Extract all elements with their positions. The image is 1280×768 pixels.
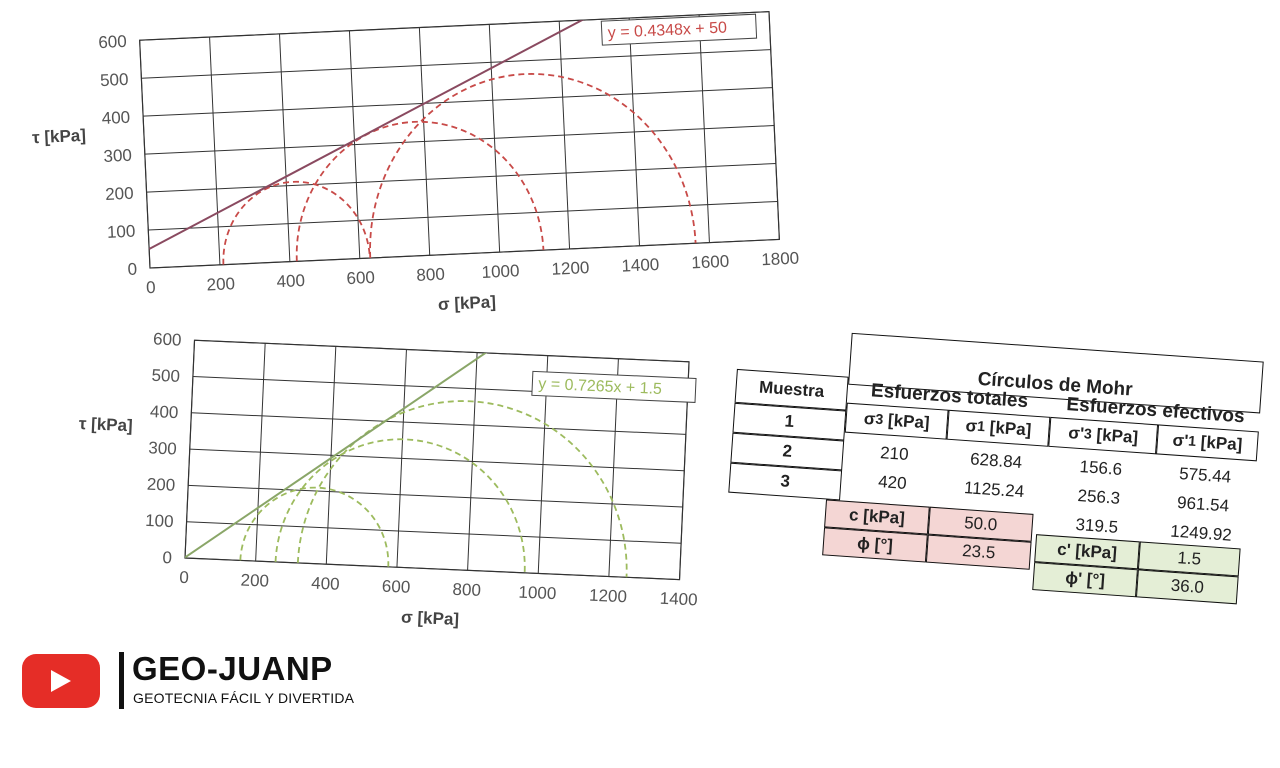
- x-axis-label: σ [kPa]: [401, 607, 460, 629]
- phi-label: ϕ [°]: [822, 527, 928, 563]
- mohr-chart-total: 0 200 400 600 800 1000 1200 1400 1600 1800 0 100 200…: [32, 11, 800, 314]
- mohr-circle-3: [296, 400, 628, 578]
- mohr-chart-effective: 0 200 400 600 800 1000 1200 1400 0 100 200 300 400 50…: [78, 329, 698, 629]
- grid-line-h: [144, 125, 775, 155]
- y-axis-label: τ [kPa]: [78, 414, 133, 435]
- channel-brand: GEO-JUANP GEOTECNIA FÁCIL Y DIVERTIDA: [22, 648, 402, 713]
- x-tick-label: 200: [206, 274, 235, 294]
- x-tick-label: 200: [240, 570, 269, 590]
- x-tick-label: 1600: [691, 252, 730, 273]
- x-tick-label: 0: [146, 278, 156, 297]
- y-tick-label: 300: [148, 438, 177, 458]
- x-tick-label: 400: [311, 574, 340, 594]
- plot-content: [185, 340, 690, 578]
- x-tick-label: 0: [179, 568, 189, 587]
- x-tick-label: 600: [382, 577, 411, 597]
- y-tick-label: 400: [101, 108, 130, 128]
- mohr-circle-1: [239, 486, 390, 567]
- y-tick-label: 600: [98, 32, 127, 52]
- s3-value-1: 210: [879, 443, 910, 465]
- youtube-play-icon[interactable]: [22, 654, 100, 708]
- grid-line-h: [141, 49, 771, 79]
- y-tick-label: 100: [107, 222, 136, 242]
- grid-line-h: [184, 557, 680, 581]
- grid-line-h: [188, 484, 683, 508]
- grid-line-h: [148, 200, 778, 231]
- trendline-label-box: [600, 13, 758, 46]
- phi-value: 23.5: [925, 534, 1032, 570]
- mohr-results-table: Círculos de Mohr Esfuerzos totales Esfue…: [724, 325, 1264, 605]
- y-tick-label: 200: [105, 184, 134, 204]
- y-tick-label: 400: [150, 402, 179, 422]
- y-tick-label: 500: [100, 70, 129, 90]
- brand-tagline: GEOTECNIA FÁCIL Y DIVERTIDA: [133, 690, 355, 706]
- x-tick-label: 1400: [621, 255, 660, 276]
- y-tick-label: 200: [146, 475, 175, 495]
- y-tick-label: 500: [151, 366, 180, 386]
- x-tick-label: 600: [346, 268, 375, 288]
- failure-envelope-line: [185, 340, 690, 559]
- plot-content: [148, 11, 766, 265]
- grid-line-h: [146, 163, 776, 193]
- grid-line-h: [186, 521, 682, 544]
- grid-line-h: [139, 11, 770, 41]
- brand-divider: [119, 652, 124, 709]
- grid-line-h: [191, 412, 686, 435]
- x-tick-label: 1000: [481, 261, 520, 282]
- x-tick-label: 1000: [518, 583, 557, 604]
- y-tick-label: 0: [127, 260, 137, 279]
- grid-line-h: [189, 448, 685, 472]
- trendline-equation: y = 0.7265x + 1.5: [538, 376, 662, 398]
- x-tick-label: 800: [416, 265, 445, 285]
- y-tick-label: 100: [145, 511, 174, 531]
- s3e-value-1: 156.6: [1079, 457, 1123, 479]
- mohr-circle-3: [369, 73, 697, 259]
- y-tick-label: 0: [162, 548, 172, 567]
- x-axis-label: σ [kPa]: [438, 292, 497, 314]
- play-triangle-icon: [51, 670, 71, 692]
- mohr-circle-2: [274, 438, 526, 573]
- x-tick-label: 1200: [551, 258, 590, 279]
- chart-total-svg: 0 200 400 600 800 1000 1200 1400 1600 1800 0 100 200…: [32, 11, 800, 314]
- s1e-value-2: 961.54: [1176, 492, 1230, 516]
- s3e-values: 156.6 256.3 319.5: [1042, 447, 1156, 544]
- x-tick-label: 1400: [659, 589, 698, 610]
- y-tick-label: 600: [153, 329, 182, 349]
- mohr-circle-2: [295, 120, 545, 262]
- s1e-value-1: 575.44: [1178, 464, 1232, 487]
- muestra-3: 3: [728, 462, 843, 501]
- grid-line-h: [143, 87, 773, 117]
- grid-line-h: [149, 238, 780, 269]
- x-tick-label: 400: [276, 271, 305, 291]
- s3e-value-2: 256.3: [1076, 485, 1121, 508]
- mohr-circle-1: [222, 180, 371, 265]
- x-tick-label: 1200: [589, 586, 628, 607]
- s1-value-1: 628.84: [969, 449, 1023, 472]
- s1-value-2: 1125.24: [963, 478, 1025, 502]
- trendline-equation: y = 0.4348x + 50: [607, 19, 727, 41]
- x-tick-label: 1800: [761, 249, 800, 270]
- failure-envelope-line: [148, 11, 766, 250]
- x-tick-label: 800: [452, 580, 481, 600]
- y-axis-label: τ [kPa]: [32, 126, 87, 147]
- s3-value-2: 420: [877, 472, 908, 493]
- trendline-label-box: [531, 370, 697, 403]
- s1e-values: 575.44 961.54 1249.92: [1150, 454, 1257, 551]
- brand-name: GEO-JUANP: [132, 650, 333, 687]
- grid-line-h: [194, 339, 690, 363]
- y-tick-label: 300: [103, 146, 132, 166]
